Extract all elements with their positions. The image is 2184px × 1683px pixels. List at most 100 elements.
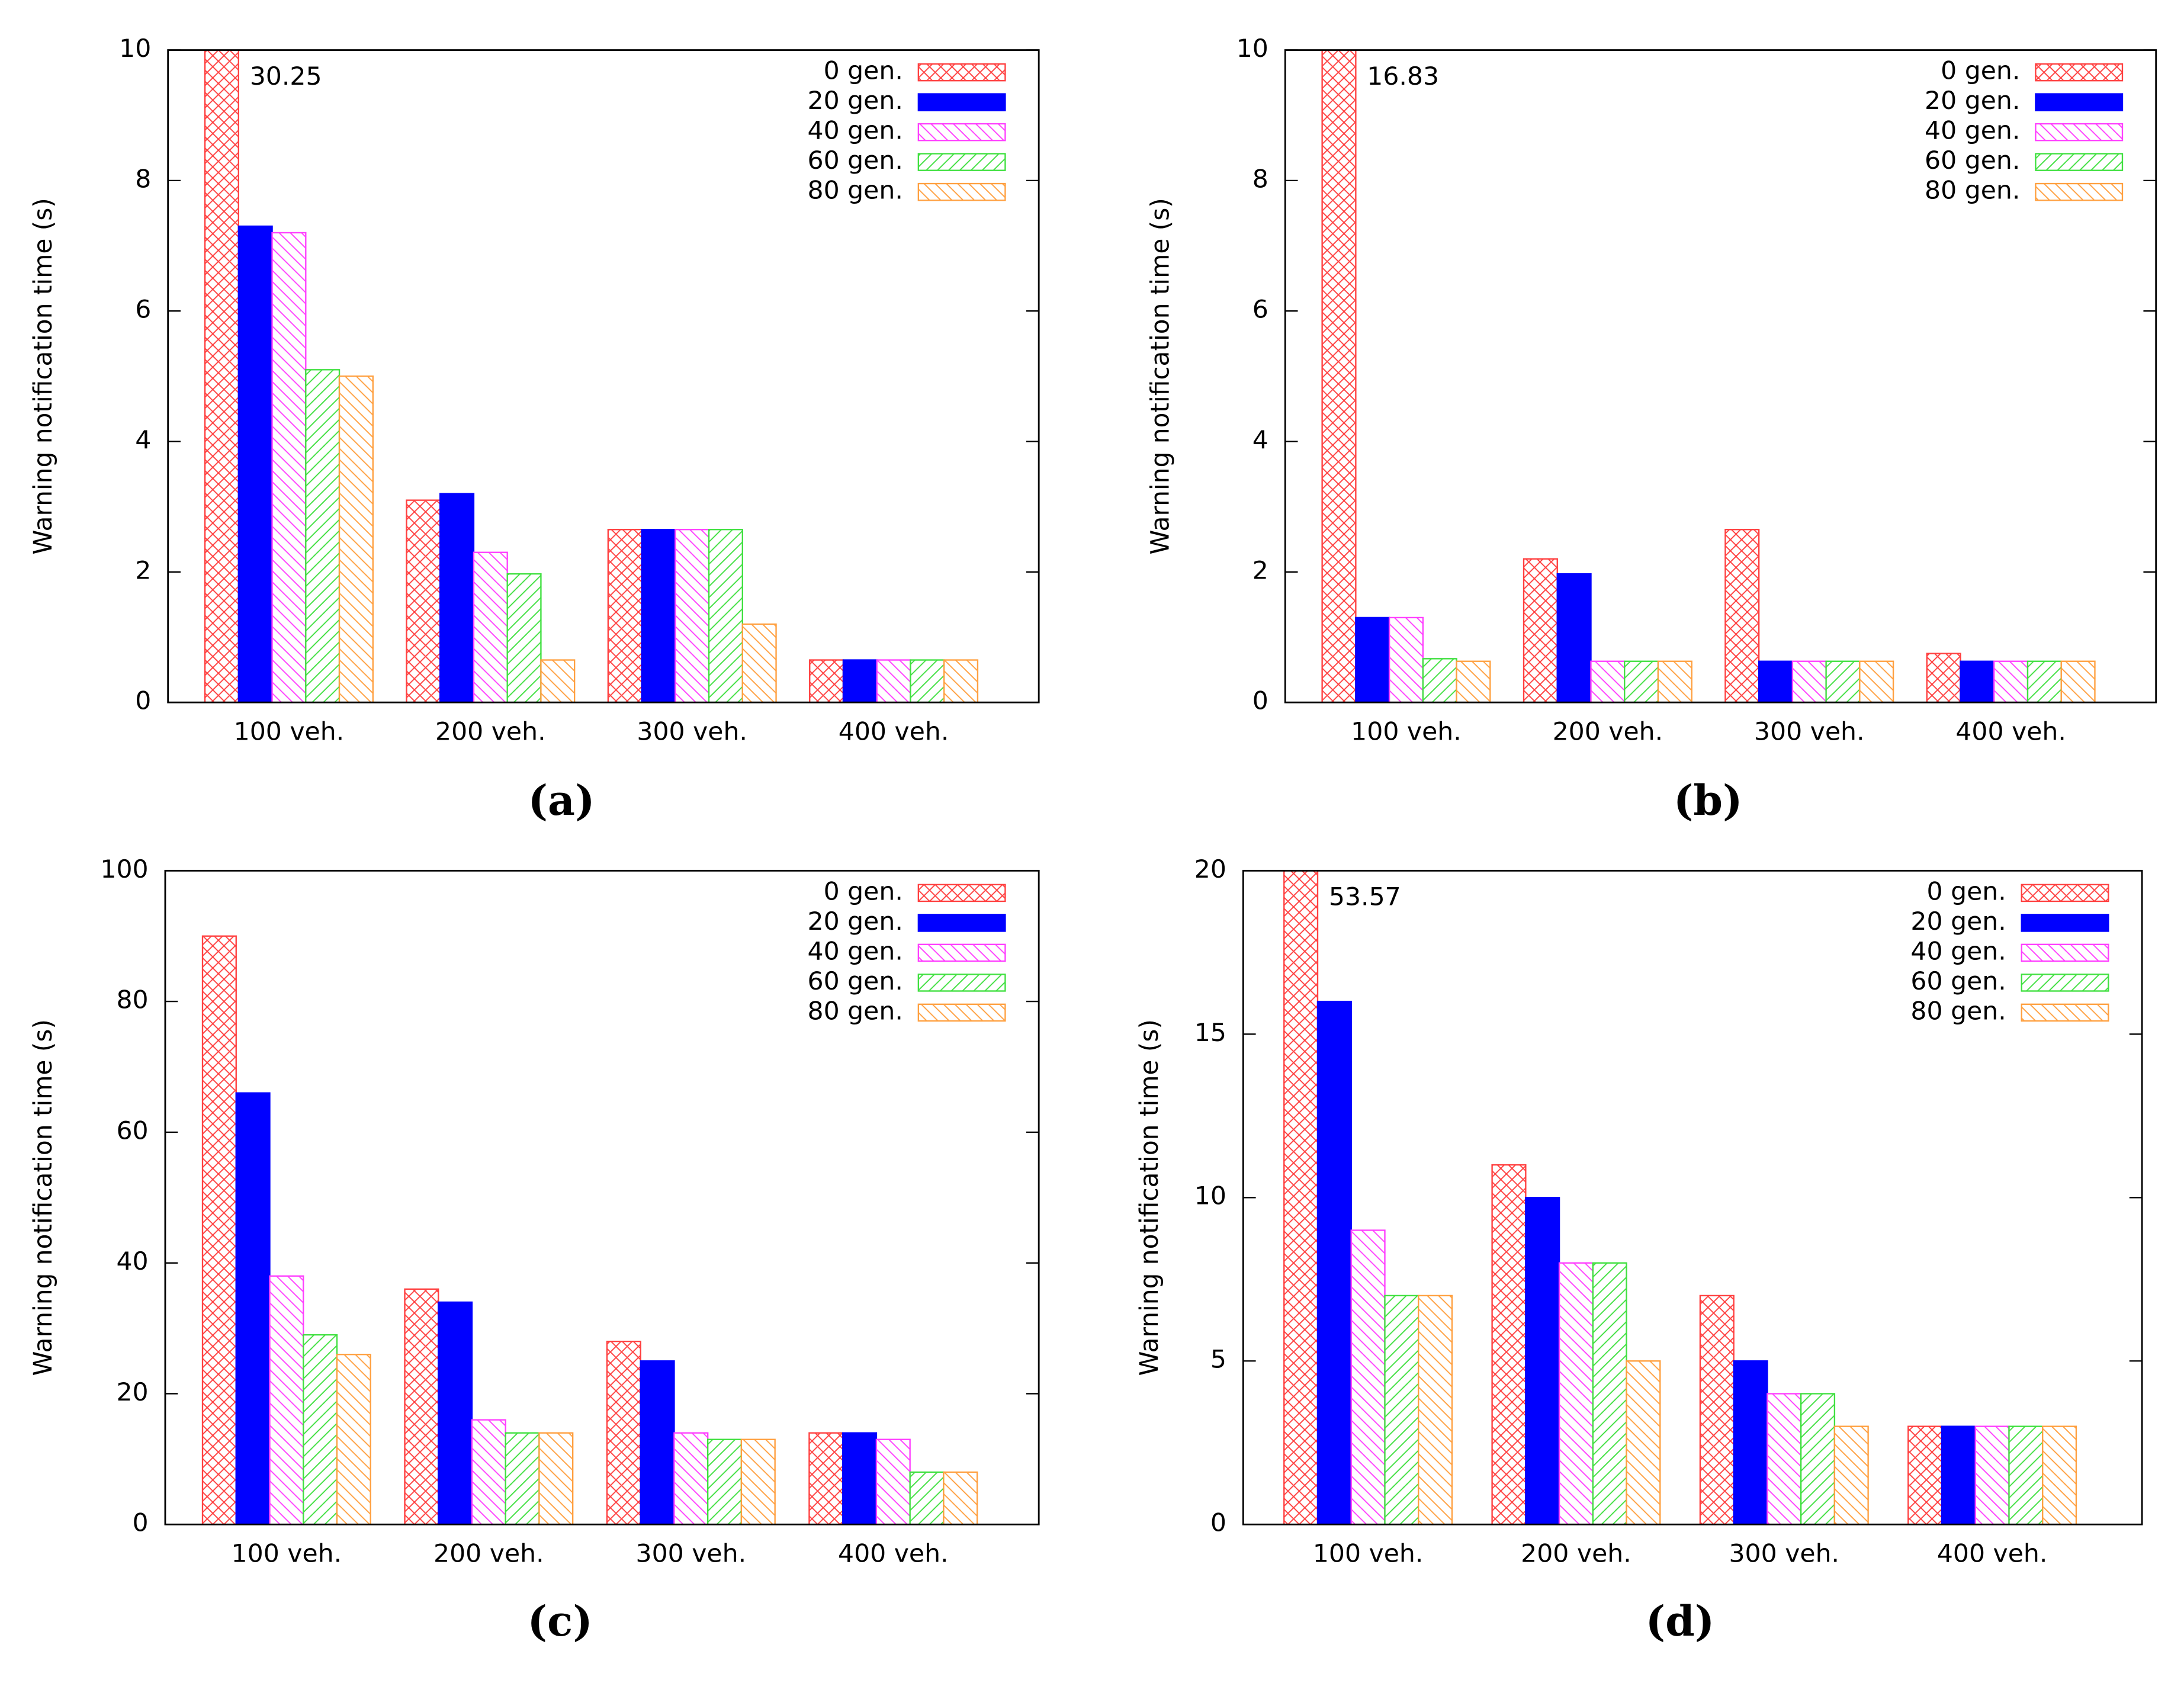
legend-swatch bbox=[2035, 182, 2124, 201]
legend-swatch bbox=[2021, 914, 2109, 932]
bar bbox=[2042, 1425, 2077, 1525]
bar bbox=[1800, 1393, 1836, 1525]
value-label: 30.25 bbox=[250, 62, 322, 91]
y-tick-label: 8 bbox=[135, 165, 151, 194]
bar bbox=[1592, 1262, 1627, 1525]
y-tick-label: 8 bbox=[1252, 165, 1268, 194]
bar bbox=[842, 659, 878, 703]
legend-label: 20 gen. bbox=[808, 86, 903, 115]
plot-area bbox=[1283, 871, 2077, 1525]
bar bbox=[1626, 1360, 1661, 1525]
bar bbox=[876, 659, 911, 703]
bar bbox=[606, 1340, 641, 1525]
bar bbox=[1384, 1295, 1419, 1525]
caption: (a) bbox=[528, 776, 595, 825]
bar bbox=[1825, 660, 1861, 703]
legend-label: 80 gen. bbox=[1910, 997, 2006, 1026]
bar bbox=[740, 1438, 776, 1525]
legend-label: 60 gen. bbox=[1910, 967, 2006, 996]
bar bbox=[1993, 660, 2029, 703]
y-tick-label: 2 bbox=[1252, 556, 1268, 585]
legend-label: 60 gen. bbox=[808, 967, 903, 996]
bar bbox=[1422, 658, 1457, 703]
bar bbox=[808, 1432, 844, 1525]
legend-swatch bbox=[917, 884, 1006, 902]
bar bbox=[640, 1360, 675, 1525]
bar bbox=[1456, 660, 1491, 703]
legend-swatch bbox=[917, 974, 1006, 992]
bar bbox=[438, 1301, 473, 1525]
legend-label: 0 gen. bbox=[824, 877, 903, 906]
x-tick-label: 300 veh. bbox=[1754, 717, 1865, 746]
bar bbox=[1491, 1164, 1527, 1525]
bar bbox=[506, 573, 542, 703]
legend-label: 40 gen. bbox=[1925, 117, 2020, 146]
y-tick-label: 4 bbox=[135, 426, 151, 455]
y-axis-label: Warning notification time (s) bbox=[1146, 198, 1175, 554]
y-tick-label: 5 bbox=[1210, 1345, 1226, 1374]
bar bbox=[404, 1288, 439, 1525]
value-label: 53.57 bbox=[1329, 883, 1401, 912]
legend-swatch bbox=[917, 123, 1006, 142]
bar bbox=[406, 499, 441, 703]
legend-label: 40 gen. bbox=[808, 117, 903, 146]
caption: (c) bbox=[527, 1597, 592, 1646]
bar bbox=[1316, 1000, 1352, 1525]
y-tick-label: 6 bbox=[135, 296, 151, 325]
bar bbox=[1767, 1393, 1802, 1525]
y-tick-label: 0 bbox=[135, 687, 151, 716]
legend-label: 0 gen. bbox=[1941, 57, 2020, 86]
legend-label: 80 gen. bbox=[1925, 176, 2020, 205]
x-tick-label: 300 veh. bbox=[1729, 1540, 1839, 1569]
legend-swatch bbox=[917, 182, 1006, 201]
y-tick-label: 20 bbox=[116, 1378, 148, 1407]
legend-swatch bbox=[2021, 943, 2109, 962]
bar bbox=[201, 935, 237, 1525]
value-label: 16.83 bbox=[1367, 62, 1439, 91]
bar bbox=[540, 659, 576, 703]
y-tick-label: 0 bbox=[1252, 687, 1268, 716]
bar bbox=[1733, 1360, 1768, 1525]
legend-swatch bbox=[917, 153, 1006, 171]
y-tick-label: 6 bbox=[1252, 296, 1268, 325]
bar bbox=[303, 1334, 338, 1525]
bar bbox=[1758, 660, 1794, 703]
bar bbox=[741, 623, 777, 703]
x-tick-label: 400 veh. bbox=[1955, 717, 2066, 746]
bar bbox=[1974, 1425, 2010, 1525]
legend-swatch bbox=[2035, 93, 2124, 111]
x-tick-label: 400 veh. bbox=[1937, 1540, 2048, 1569]
bar bbox=[1388, 616, 1424, 703]
bar bbox=[675, 529, 710, 703]
legend-swatch bbox=[2035, 63, 2124, 82]
y-tick-label: 60 bbox=[116, 1116, 148, 1145]
y-tick-label: 15 bbox=[1194, 1019, 1226, 1048]
y-tick-label: 20 bbox=[1194, 855, 1226, 884]
y-tick-label: 10 bbox=[1236, 34, 1268, 63]
y-tick-label: 40 bbox=[116, 1247, 148, 1276]
x-tick-label: 100 veh. bbox=[1351, 717, 1462, 746]
legend-label: 60 gen. bbox=[1925, 146, 2020, 175]
bar bbox=[439, 493, 475, 703]
x-tick-label: 200 veh. bbox=[433, 1540, 544, 1569]
bar bbox=[1283, 871, 1319, 1525]
bar bbox=[1525, 1197, 1560, 1525]
bar bbox=[1907, 1425, 1943, 1525]
y-tick-label: 100 bbox=[100, 855, 148, 884]
bar bbox=[1791, 660, 1827, 703]
legend-label: 60 gen. bbox=[808, 146, 903, 175]
bar bbox=[1657, 660, 1692, 703]
bar bbox=[1699, 1295, 1735, 1525]
bar bbox=[1556, 573, 1592, 703]
bar bbox=[1960, 660, 1995, 703]
legend-swatch bbox=[917, 914, 1006, 932]
bar bbox=[909, 1471, 945, 1525]
legend-swatch bbox=[917, 943, 1006, 962]
y-tick-label: 4 bbox=[1252, 426, 1268, 455]
caption: (b) bbox=[1674, 776, 1743, 825]
bar bbox=[473, 551, 508, 703]
bar bbox=[1558, 1262, 1594, 1525]
y-tick-label: 0 bbox=[1210, 1509, 1226, 1538]
